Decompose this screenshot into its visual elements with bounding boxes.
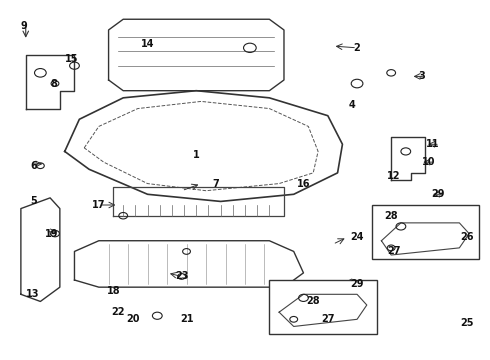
Bar bbox=[372, 205, 479, 258]
Text: 28: 28 bbox=[384, 211, 398, 221]
Text: 9: 9 bbox=[21, 21, 27, 31]
Text: 7: 7 bbox=[212, 179, 219, 189]
Text: 2: 2 bbox=[354, 43, 361, 53]
Text: 27: 27 bbox=[388, 247, 401, 256]
Text: 26: 26 bbox=[461, 232, 474, 242]
Text: 17: 17 bbox=[92, 200, 105, 210]
Text: 15: 15 bbox=[65, 54, 78, 64]
Text: 8: 8 bbox=[50, 78, 57, 89]
Text: 27: 27 bbox=[321, 314, 335, 324]
Text: 14: 14 bbox=[141, 39, 154, 49]
Text: 3: 3 bbox=[418, 71, 425, 81]
Text: 20: 20 bbox=[126, 314, 140, 324]
Text: 24: 24 bbox=[350, 232, 364, 242]
Text: 19: 19 bbox=[45, 229, 59, 239]
Text: 12: 12 bbox=[388, 171, 401, 181]
Text: 28: 28 bbox=[306, 296, 320, 306]
Text: 10: 10 bbox=[421, 157, 435, 167]
Text: 18: 18 bbox=[107, 286, 120, 296]
Text: 21: 21 bbox=[180, 314, 193, 324]
Text: 29: 29 bbox=[350, 279, 364, 289]
Text: 6: 6 bbox=[30, 161, 37, 171]
Text: 25: 25 bbox=[461, 318, 474, 328]
Text: 29: 29 bbox=[431, 189, 445, 199]
Text: 23: 23 bbox=[175, 271, 189, 282]
Bar bbox=[270, 280, 376, 334]
Text: 22: 22 bbox=[112, 307, 125, 317]
Text: 5: 5 bbox=[30, 197, 37, 206]
Text: 11: 11 bbox=[426, 139, 440, 149]
Text: 16: 16 bbox=[297, 179, 310, 189]
Text: 1: 1 bbox=[193, 150, 199, 160]
Text: 13: 13 bbox=[26, 289, 39, 299]
Text: 4: 4 bbox=[349, 100, 356, 110]
